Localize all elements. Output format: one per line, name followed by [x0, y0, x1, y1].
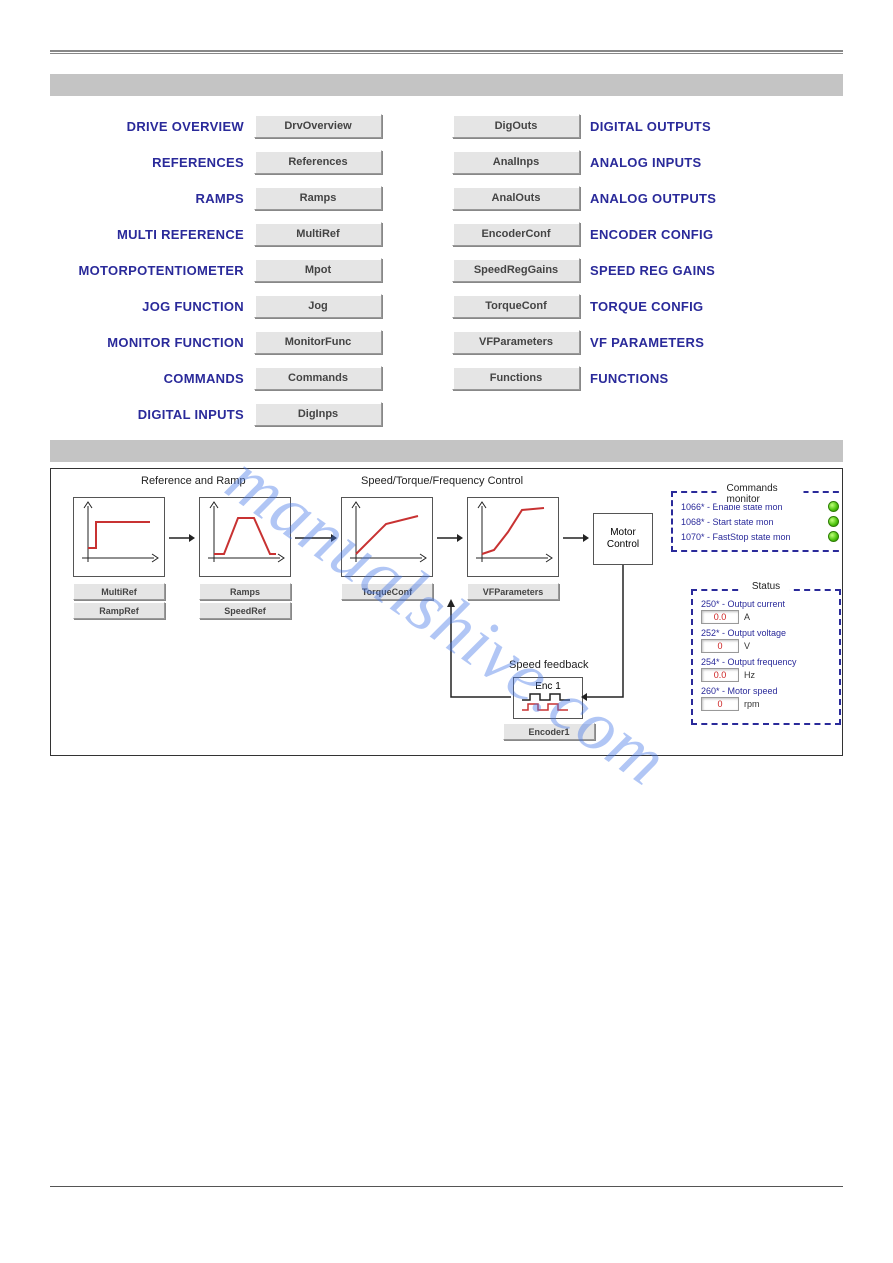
arrow-icon: [435, 531, 465, 545]
label-multiref: MULTI REFERENCE: [54, 227, 244, 242]
commands-title: Commands monitor: [717, 483, 804, 505]
diginps-button[interactable]: DigInps: [254, 402, 382, 426]
label-monitorfunc: MONITOR FUNCTION: [54, 335, 244, 350]
status-unit: rpm: [744, 699, 760, 709]
feedback-path: [431, 565, 661, 705]
status-value: 0: [701, 697, 739, 711]
label-analouts: ANALOG OUTPUTS: [590, 191, 716, 206]
arrow-icon: [293, 531, 339, 545]
analouts-button[interactable]: AnalOuts: [452, 186, 580, 210]
motor-control-label: Motor Control: [607, 527, 639, 551]
status-label: 260* - Motor speed: [701, 686, 831, 696]
label-torqueconf: TORQUE CONFIG: [590, 299, 703, 314]
plot-reference: [73, 497, 165, 577]
label-vfparameters: VF PARAMETERS: [590, 335, 704, 350]
label-mpot: MOTORPOTENTIOMETER: [54, 263, 244, 278]
label-references: REFERENCES: [54, 155, 244, 170]
motor-control-box: Motor Control: [593, 513, 653, 565]
status-panel: Status 250* - Output current0.0A252* - O…: [691, 589, 841, 725]
diagram-frame: Reference and Ramp Speed/Torque/Frequenc…: [50, 468, 843, 756]
button-grid: DRIVE OVERVIEW DrvOverview REFERENCES Refer…: [50, 114, 843, 440]
command-row: 1068* - Start state mon: [681, 514, 839, 529]
functions-button[interactable]: Functions: [452, 366, 580, 390]
bottom-rule: [50, 1186, 843, 1187]
label-speedreggains: SPEED REG GAINS: [590, 263, 715, 278]
ramps-button[interactable]: Ramps: [254, 186, 382, 210]
label-commands: COMMANDS: [54, 371, 244, 386]
speedref-button[interactable]: SpeedRef: [199, 602, 291, 619]
plot-torque: [341, 497, 433, 577]
status-label: 252* - Output voltage: [701, 628, 831, 638]
command-label: 1068* - Start state mon: [681, 517, 774, 527]
status-value: 0.0: [701, 610, 739, 624]
speedreggains-button[interactable]: SpeedRegGains: [452, 258, 580, 282]
label-jog: JOG FUNCTION: [54, 299, 244, 314]
arrow-icon: [167, 531, 197, 545]
plot-ramp: [199, 497, 291, 577]
led-icon: [828, 501, 839, 512]
ramps-button[interactable]: Ramps: [199, 583, 291, 600]
encoder1-button[interactable]: Encoder1: [503, 723, 595, 740]
command-row: 1070* - FastStop state mon: [681, 529, 839, 544]
label-encoderconf: ENCODER CONFIG: [590, 227, 713, 242]
arrow-icon: [561, 531, 591, 545]
digouts-button[interactable]: DigOuts: [452, 114, 580, 138]
title-ref-ramp: Reference and Ramp: [141, 475, 246, 487]
label-diginps: DIGITAL INPUTS: [54, 407, 244, 422]
references-button[interactable]: References: [254, 150, 382, 174]
vfparameters-button[interactable]: VFParameters: [452, 330, 580, 354]
label-digouts: DIGITAL OUTPUTS: [590, 119, 711, 134]
label-ramps: RAMPS: [54, 191, 244, 206]
commands-panel: Commands monitor 1066* - Enable state mo…: [671, 491, 843, 552]
status-label: 250* - Output current: [701, 599, 831, 609]
status-value: 0: [701, 639, 739, 653]
led-icon: [828, 531, 839, 542]
torqueconf-button[interactable]: TorqueConf: [452, 294, 580, 318]
status-unit: Hz: [744, 670, 755, 680]
monitorfunc-button[interactable]: MonitorFunc: [254, 330, 382, 354]
status-title: Status: [742, 581, 790, 592]
multiref-button[interactable]: MultiRef: [73, 583, 165, 600]
jog-button[interactable]: Jog: [254, 294, 382, 318]
mpot-button[interactable]: Mpot: [254, 258, 382, 282]
label-drvoverview: DRIVE OVERVIEW: [54, 119, 244, 134]
multiref-button[interactable]: MultiRef: [254, 222, 382, 246]
status-value: 0.0: [701, 668, 739, 682]
commands-button[interactable]: Commands: [254, 366, 382, 390]
led-icon: [828, 516, 839, 527]
label-functions: FUNCTIONS: [590, 371, 669, 386]
label-analinps: ANALOG INPUTS: [590, 155, 702, 170]
analinps-button[interactable]: AnalInps: [452, 150, 580, 174]
gray-bar-top: [50, 74, 843, 96]
torqueconf-button[interactable]: TorqueConf: [341, 583, 433, 600]
drvoverview-button[interactable]: DrvOverview: [254, 114, 382, 138]
rampref-button[interactable]: RampRef: [73, 602, 165, 619]
status-unit: A: [744, 612, 750, 622]
encoderconf-button[interactable]: EncoderConf: [452, 222, 580, 246]
top-rule: [50, 50, 843, 54]
gray-bar-mid: [50, 440, 843, 462]
status-label: 254* - Output frequency: [701, 657, 831, 667]
status-unit: V: [744, 641, 750, 651]
title-stf: Speed/Torque/Frequency Control: [361, 475, 523, 487]
command-label: 1070* - FastStop state mon: [681, 532, 791, 542]
